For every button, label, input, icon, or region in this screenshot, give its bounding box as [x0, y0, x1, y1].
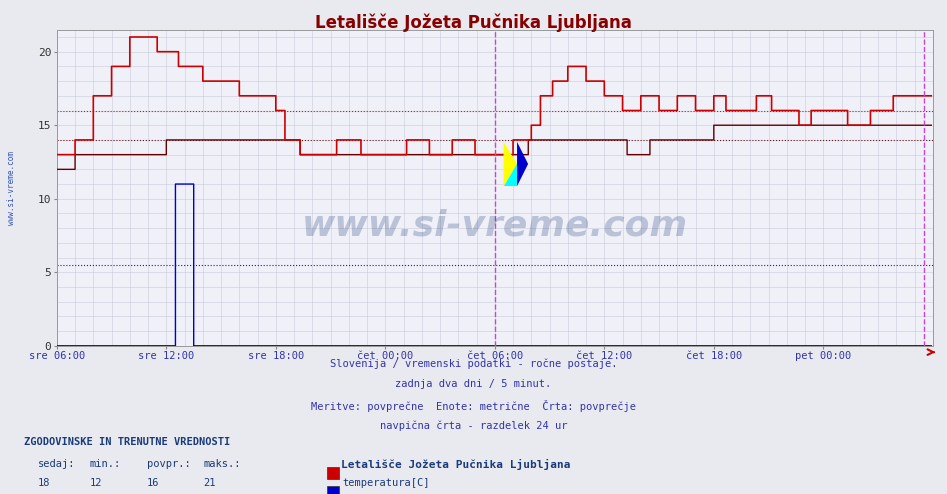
Text: povpr.:: povpr.: [147, 459, 190, 469]
Text: 18: 18 [38, 478, 50, 488]
Text: Slovenija / vremenski podatki - ročne postaje.: Slovenija / vremenski podatki - ročne po… [330, 358, 617, 369]
Text: 21: 21 [204, 478, 216, 488]
Polygon shape [504, 142, 517, 186]
Text: maks.:: maks.: [204, 459, 241, 469]
Text: navpična črta - razdelek 24 ur: navpična črta - razdelek 24 ur [380, 420, 567, 431]
Text: www.si-vreme.com: www.si-vreme.com [302, 208, 688, 243]
Polygon shape [504, 164, 517, 186]
Text: Letališče Jožeta Pučnika Ljubljana: Letališče Jožeta Pučnika Ljubljana [341, 459, 570, 470]
Text: www.si-vreme.com: www.si-vreme.com [7, 151, 16, 225]
Text: Letališče Jožeta Pučnika Ljubljana: Letališče Jožeta Pučnika Ljubljana [315, 14, 632, 32]
Text: 16: 16 [147, 478, 159, 488]
Text: ZGODOVINSKE IN TRENUTNE VREDNOSTI: ZGODOVINSKE IN TRENUTNE VREDNOSTI [24, 437, 230, 447]
Text: Meritve: povprečne  Enote: metrične  Črta: povprečje: Meritve: povprečne Enote: metrične Črta:… [311, 400, 636, 412]
Text: temperatura[C]: temperatura[C] [343, 478, 430, 488]
Text: 12: 12 [90, 478, 102, 488]
Polygon shape [517, 142, 528, 186]
Text: sedaj:: sedaj: [38, 459, 76, 469]
Text: zadnja dva dni / 5 minut.: zadnja dva dni / 5 minut. [396, 379, 551, 389]
Text: min.:: min.: [90, 459, 121, 469]
